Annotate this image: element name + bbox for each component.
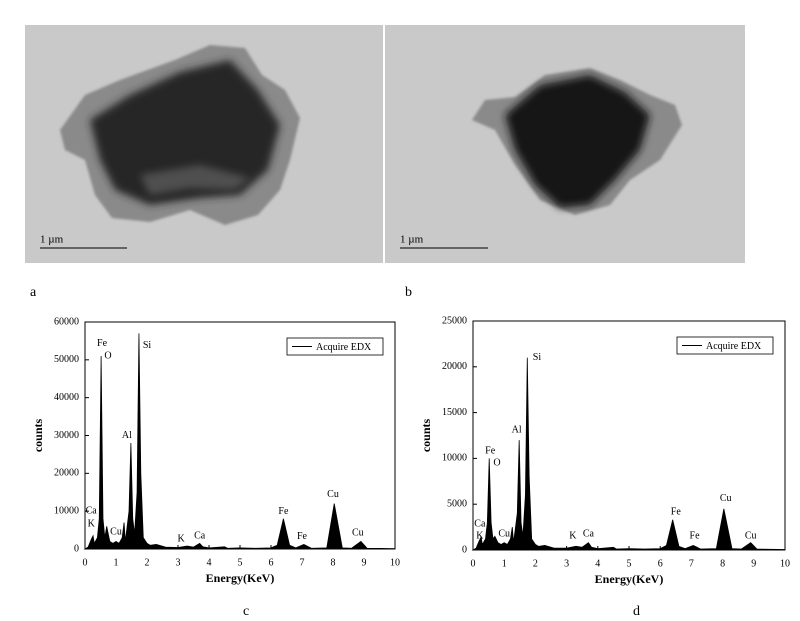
peak-label: Si — [143, 340, 152, 351]
x-tick-label: 0 — [471, 558, 476, 569]
peak-label: Ca — [474, 519, 486, 530]
x-tick-label: 1 — [502, 558, 507, 569]
panel-label: b — [405, 285, 412, 300]
peak-label: Al — [512, 424, 522, 435]
y-tick-label: 5000 — [447, 498, 467, 509]
panel-label: c — [243, 604, 249, 619]
x-axis-label: Energy(KeV) — [595, 572, 664, 586]
x-tick-label: 8 — [331, 557, 336, 568]
panel-label: a — [30, 285, 37, 300]
peak-label: Cu — [720, 493, 732, 504]
peak-label: Fe — [297, 531, 308, 542]
peak-label: Cu — [745, 531, 757, 542]
peak-label: Ca — [86, 505, 98, 516]
y-tick-label: 0 — [74, 543, 79, 554]
scale-bar-label: 1 µm — [400, 234, 424, 246]
peak-label: K — [476, 531, 484, 542]
legend-label: Acquire EDX — [316, 342, 372, 353]
peak-label: K — [569, 531, 577, 542]
x-tick-label: 9 — [751, 558, 756, 569]
x-tick-label: 9 — [362, 557, 367, 568]
peak-label: K — [177, 533, 185, 544]
x-tick-label: 3 — [176, 557, 181, 568]
peak-label: Fe — [278, 506, 289, 517]
x-tick-label: 6 — [658, 558, 663, 569]
x-tick-label: 3 — [564, 558, 569, 569]
y-axis-label: counts — [419, 419, 433, 453]
peak-label: Ca — [194, 530, 206, 541]
x-tick-label: 10 — [390, 557, 400, 568]
peak-label: Ca — [583, 529, 595, 540]
peak-label: Cu — [498, 529, 510, 540]
y-tick-label: 25000 — [442, 315, 467, 326]
x-tick-label: 8 — [720, 558, 725, 569]
peak-label: Cu — [352, 527, 364, 538]
peak-label: Fe — [671, 507, 682, 518]
x-tick-label: 5 — [238, 557, 243, 568]
spectrum — [83, 333, 396, 550]
peak-label: Fe — [485, 445, 496, 456]
peak-label: Al — [122, 430, 132, 441]
x-tick-label: 4 — [595, 558, 600, 569]
peak-label: Fe — [97, 338, 108, 349]
legend-box — [676, 336, 774, 355]
x-tick-label: 7 — [689, 558, 694, 569]
x-tick-label: 0 — [83, 557, 88, 568]
y-tick-label: 50000 — [54, 354, 79, 365]
y-tick-label: 20000 — [54, 468, 79, 479]
x-tick-label: 1 — [114, 557, 119, 568]
legend-box — [286, 337, 384, 356]
y-tick-label: 40000 — [54, 392, 79, 403]
spectrum — [471, 357, 786, 551]
peak-label: O — [493, 457, 500, 468]
peak-label: Fe — [690, 531, 701, 542]
x-tick-label: 6 — [269, 557, 274, 568]
legend-label: Acquire EDX — [706, 341, 762, 352]
peak-label: O — [104, 350, 111, 361]
peak-label: Cu — [327, 489, 339, 500]
y-tick-label: 15000 — [442, 407, 467, 418]
x-tick-label: 5 — [627, 558, 632, 569]
x-axis-label: Energy(KeV) — [206, 571, 275, 585]
tem-image-a — [25, 25, 383, 263]
x-tick-label: 7 — [300, 557, 305, 568]
y-tick-label: 10000 — [54, 505, 79, 516]
x-tick-label: 2 — [145, 557, 150, 568]
scale-bar-label: 1 µm — [40, 234, 64, 246]
peak-label: Cu — [110, 526, 122, 537]
y-tick-label: 20000 — [442, 361, 467, 372]
y-tick-label: 30000 — [54, 430, 79, 441]
peak-label: K — [88, 518, 96, 529]
x-tick-label: 10 — [780, 558, 790, 569]
tem-image-b — [385, 25, 745, 263]
x-tick-label: 4 — [207, 557, 212, 568]
y-tick-label: 10000 — [442, 453, 467, 464]
y-axis-label: counts — [31, 419, 45, 453]
y-tick-label: 60000 — [54, 316, 79, 327]
y-tick-label: 0 — [462, 544, 467, 555]
x-tick-label: 2 — [533, 558, 538, 569]
peak-label: Si — [533, 352, 542, 363]
panel-label: d — [633, 604, 640, 619]
